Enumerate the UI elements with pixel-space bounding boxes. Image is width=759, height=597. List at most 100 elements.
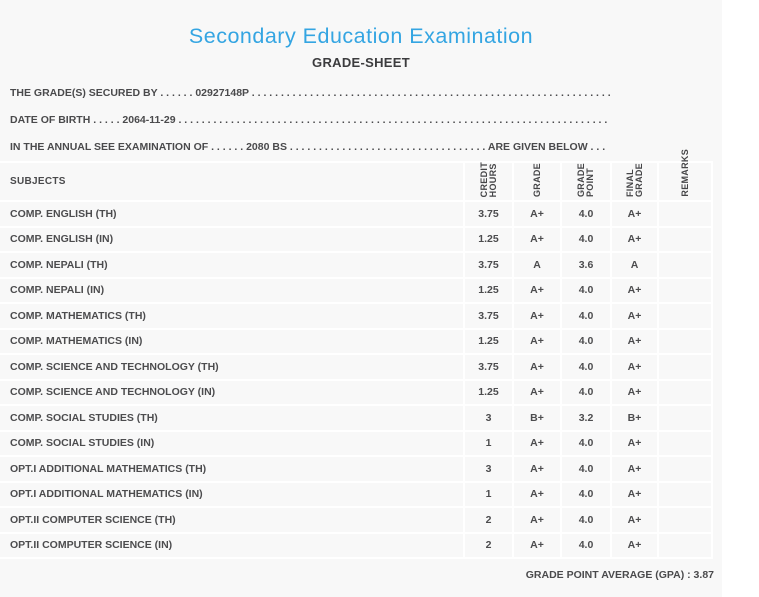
credit-hours-cell: 1 (463, 431, 512, 455)
gpa-summary: GRADE POINT AVERAGE (GPA) : 3.87 (525, 569, 714, 581)
subject-cell: COMP. ENGLISH (TH) (10, 207, 117, 220)
dot-leader: . . . . . . (157, 87, 196, 99)
grade-cell: A+ (512, 278, 560, 302)
credit-hours-cell: 3 (463, 406, 512, 430)
dot-leader: . . . . . . . . . . . . . . . . . . . . … (286, 141, 488, 153)
table-row: COMP. MATHEMATICS (TH) 3.75 A+ 4.0 A+ (0, 304, 713, 330)
grade-cell: A+ (512, 457, 560, 481)
grade-cell: A (512, 253, 560, 277)
subject-cell: COMP. NEPALI (TH) (10, 258, 108, 271)
final-grade-cell: A (610, 253, 657, 277)
grade-point-cell: 4.0 (560, 355, 610, 379)
info-label: DATE OF BIRTH (10, 114, 91, 126)
table-row: OPT.II COMPUTER SCIENCE (IN) 2 A+ 4.0 A+ (0, 533, 713, 559)
credit-hours-cell: 2 (463, 508, 512, 532)
grade-point-cell: 4.0 (560, 508, 610, 532)
subject-cell: COMP. SCIENCE AND TECHNOLOGY (IN) (10, 386, 216, 399)
dot-leader: . . . (587, 141, 606, 153)
grade-cell: A+ (512, 202, 560, 226)
info-label: THE GRADE(S) SECURED BY (10, 87, 158, 99)
table-row: OPT.I ADDITIONAL MATHEMATICS (IN) 1 A+ 4… (0, 482, 713, 508)
remarks-cell (657, 406, 713, 430)
grade-point-cell: 4.0 (560, 457, 610, 481)
subject-cell: OPT.II COMPUTER SCIENCE (TH) (10, 513, 176, 526)
column-header-remarks: REMARKS (657, 149, 713, 200)
credit-hours-cell: 3.75 (463, 253, 512, 277)
remarks-cell (657, 253, 713, 277)
grades-table: SUBJECTS CREDIT HOURS GRADE GRADE POINT … (0, 149, 713, 559)
table-row: COMP. SCIENCE AND TECHNOLOGY (TH) 3.75 A… (0, 355, 713, 381)
grade-point-cell: 4.0 (560, 278, 610, 302)
subject-cell: OPT.I ADDITIONAL MATHEMATICS (IN) (10, 488, 203, 501)
credit-hours-cell: 1.25 (463, 380, 512, 404)
grade-cell: A+ (512, 227, 560, 251)
remarks-cell (657, 431, 713, 455)
grade-point-cell: 4.0 (560, 329, 610, 353)
info-line-symbol-number: THE GRADE(S) SECURED BY . . . . . . 0292… (0, 80, 722, 107)
grade-cell: A+ (512, 304, 560, 328)
grade-point-cell: 4.0 (560, 380, 610, 404)
candidate-info-section: THE GRADE(S) SECURED BY . . . . . . 0292… (0, 80, 722, 161)
grade-cell: A+ (512, 533, 560, 557)
remarks-cell (657, 278, 713, 302)
column-header-subjects: SUBJECTS (10, 176, 66, 187)
remarks-cell (657, 355, 713, 379)
subject-cell: OPT.II COMPUTER SCIENCE (IN) (10, 539, 173, 552)
column-header-grade: GRADE (512, 163, 560, 200)
remarks-cell (657, 380, 713, 404)
dot-leader: . . . . . . . . . . . . . . . . . . . . … (175, 114, 608, 126)
final-grade-cell: A+ (610, 482, 657, 506)
subject-cell: COMP. MATHEMATICS (IN) (10, 335, 143, 348)
final-grade-cell: A+ (610, 431, 657, 455)
column-header-final-grade: FINAL GRADE (610, 163, 657, 200)
date-of-birth-value: 2064-11-29 (122, 114, 176, 126)
grade-point-cell: 4.0 (560, 227, 610, 251)
remarks-cell (657, 227, 713, 251)
subject-cell: COMP. MATHEMATICS (TH) (10, 309, 146, 322)
grade-cell: A+ (512, 431, 560, 455)
vertical-header-label: FINAL GRADE (624, 162, 644, 197)
table-row: COMP. NEPALI (TH) 3.75 A 3.6 A (0, 253, 713, 279)
table-row: COMP. NEPALI (IN) 1.25 A+ 4.0 A+ (0, 278, 713, 304)
dot-leader: . . . . . . (208, 141, 247, 153)
grade-cell: A+ (512, 482, 560, 506)
grade-sheet-page: Secondary Education Examination GRADE-SH… (0, 24, 722, 581)
grade-point-cell: 4.0 (560, 304, 610, 328)
final-grade-cell: A+ (610, 508, 657, 532)
remarks-cell (657, 202, 713, 226)
grade-point-cell: 4.0 (560, 482, 610, 506)
subject-cell: COMP. SOCIAL STUDIES (TH) (10, 411, 158, 424)
column-header-grade-point: GRADE POINT (560, 163, 610, 200)
remarks-cell (657, 304, 713, 328)
grade-cell: A+ (512, 355, 560, 379)
subject-cell: COMP. SCIENCE AND TECHNOLOGY (TH) (10, 360, 219, 373)
table-row: COMP. MATHEMATICS (IN) 1.25 A+ 4.0 A+ (0, 329, 713, 355)
grade-cell: A+ (512, 380, 560, 404)
vertical-header-label: CREDIT HOURS (478, 161, 498, 197)
grade-cell: A+ (512, 329, 560, 353)
final-grade-cell: A+ (610, 329, 657, 353)
table-row: OPT.I ADDITIONAL MATHEMATICS (TH) 3 A+ 4… (0, 457, 713, 483)
grade-cell: B+ (512, 406, 560, 430)
column-header-credit-hours: CREDIT HOURS (463, 161, 512, 200)
subject-cell: COMP. ENGLISH (IN) (10, 233, 114, 246)
table-row: OPT.II COMPUTER SCIENCE (TH) 2 A+ 4.0 A+ (0, 508, 713, 534)
remarks-cell (657, 329, 713, 353)
info-line-exam-year: IN THE ANNUAL SEE EXAMINATION OF . . . .… (0, 134, 722, 161)
credit-hours-cell: 1.25 (463, 329, 512, 353)
exam-year-value: 2080 BS (246, 141, 287, 153)
vertical-header-label: GRADE (531, 162, 542, 197)
subject-cell: COMP. SOCIAL STUDIES (IN) (10, 437, 155, 450)
grade-cell: A+ (512, 508, 560, 532)
credit-hours-cell: 3 (463, 457, 512, 481)
credit-hours-cell: 1 (463, 482, 512, 506)
page-subtitle: GRADE-SHEET (312, 55, 410, 70)
grade-point-cell: 4.0 (560, 533, 610, 557)
page-title: Secondary Education Examination (188, 24, 534, 48)
remarks-cell (657, 533, 713, 557)
dot-leader: . . . . . (90, 114, 123, 126)
table-row: COMP. ENGLISH (TH) 3.75 A+ 4.0 A+ (0, 202, 713, 228)
remarks-cell (657, 457, 713, 481)
grade-point-cell: 4.0 (560, 431, 610, 455)
credit-hours-cell: 1.25 (463, 278, 512, 302)
